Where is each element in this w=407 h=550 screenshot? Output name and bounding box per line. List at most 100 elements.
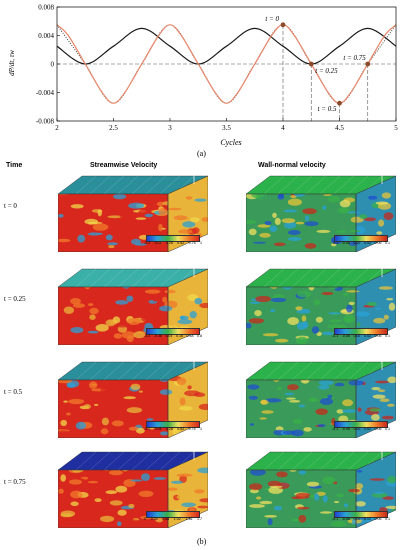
marker-point-1	[308, 61, 314, 67]
colorbar-tick-label: 0.1	[384, 241, 390, 245]
colorbar-tick-label: 0.02	[353, 427, 361, 431]
colorbar-tick-label: 0.68	[162, 517, 170, 521]
wall-colorbar-ticks-3: -0.1 -0.06 0.02 0.02 0.06 0.1	[332, 517, 390, 521]
stream-box-0	[57, 172, 209, 257]
time-label-1: t = 0.25	[4, 295, 26, 303]
colorbar-tick-label: -0.1	[332, 427, 339, 431]
colorbar-tick-label: 0.06	[374, 334, 382, 338]
tick-labels: 2 2.5 3 3.5 4 4.5 5 0.008 0.004 0 -0.004 -0.008	[36, 4, 398, 133]
colorbar-tick-label: -0.2	[144, 334, 151, 338]
y-tick-label-4: -0.008	[36, 118, 55, 126]
stream-colorbar-2	[146, 421, 200, 428]
wall-colorbar-3	[334, 511, 388, 518]
colorbar-tick-label: -0.2	[144, 427, 151, 431]
colorbar-tick-label: 0.04	[154, 241, 162, 245]
stream-colorbar-ticks-3: 0 0.34 0.68 1.02 1.36 1.7	[144, 517, 202, 521]
wall-colorbar-2	[334, 421, 388, 428]
marker-point-0	[280, 22, 286, 28]
colorbar-tick-label: 0.02	[363, 427, 371, 431]
colorbar-tick-label: -0.06	[341, 517, 350, 521]
y-tick-label-0: 0.008	[38, 4, 54, 12]
colorbar-tick-label: 0.1	[384, 427, 390, 431]
wall-colorbar-0	[334, 235, 388, 242]
colorbar-tick-label: 0.1	[384, 334, 390, 338]
colorbar-tick-label: 0.02	[363, 334, 371, 338]
colorbar-tick-label: 0.06	[374, 427, 382, 431]
wall-colorbar-ticks-0: -0.1 -0.06 0.02 0.02 0.06 0.1	[332, 241, 390, 245]
panel-a-label: (a)	[197, 149, 206, 158]
time-label-3: t = 0.75	[4, 478, 26, 486]
colorbar-tick-label: 0.06	[374, 517, 382, 521]
y-tick-label-1: 0.004	[38, 32, 54, 40]
marker-label-0: t = 0	[265, 15, 279, 23]
time-label-0: t = 0	[4, 202, 17, 210]
colorbar-tick-label: 0.76	[188, 241, 196, 245]
stream-colorbar-ticks-2: -0.2 0.04 0.28 0.52 0.76 1	[144, 427, 202, 431]
wall-box-0	[245, 172, 397, 257]
streamwise-header: Streamwise Velocity	[90, 162, 158, 169]
marker-label-2: t = 0.5	[318, 105, 337, 113]
wallnormal-header: Wall-normal velocity	[258, 162, 326, 169]
line-chart: t = 0 t = 0.25 t = 0.5 t = 0.75 2 2.5 3 3.5 4 4.…	[8, 4, 398, 148]
y-tick-label-2: 0	[51, 61, 55, 69]
colorbar-tick-label: 0	[144, 517, 146, 521]
x-tick-label-4: 4	[281, 124, 285, 132]
colorbar-tick-label: 0.02	[363, 517, 371, 521]
stream-colorbar-0	[146, 235, 200, 242]
x-tick-label-2: 3	[168, 124, 172, 132]
wall-box-1	[245, 265, 397, 350]
colorbar-tick-label: 0.1	[384, 517, 390, 521]
stream-colorbar-ticks-1: -0.2 -0.36 0.04 0.16 0.48 0.8	[144, 334, 202, 338]
colorbar-tick-label: -0.06	[341, 334, 350, 338]
marker-point-2	[337, 100, 342, 106]
wall-box-3	[245, 448, 397, 533]
marker-point-3	[365, 61, 371, 67]
panel-b-label: (b)	[197, 537, 207, 546]
colorbar-tick-label: -0.1	[332, 334, 339, 338]
colorbar-tick-label: 1	[200, 427, 202, 431]
colorbar-tick-label: 0.02	[363, 241, 371, 245]
y-tick-label-3: -0.004	[36, 89, 55, 97]
x-tick-label-3: 3.5	[222, 124, 231, 132]
stream-colorbar-3	[146, 511, 200, 518]
y-axis-label: dP/dt, τw	[8, 50, 16, 76]
colorbar-tick-label: 0.48	[186, 334, 194, 338]
colorbar-tick-label: 0.06	[374, 241, 382, 245]
wall-box-2	[245, 358, 397, 443]
colorbar-tick-label: 0.16	[175, 334, 183, 338]
time-header: Time	[6, 162, 23, 169]
marker-label-1: t = 0.25	[315, 67, 338, 75]
x-tick-label-1: 2.5	[109, 124, 118, 132]
colorbar-tick-label: 0.04	[165, 334, 173, 338]
colorbar-tick-label: -0.1	[332, 517, 339, 521]
wall-colorbar-1	[334, 328, 388, 335]
colorbar-tick-label: -0.06	[341, 427, 350, 431]
wall-colorbar-ticks-2: -0.1 -0.06 0.02 0.02 0.06 0.1	[332, 427, 390, 431]
markers: t = 0 t = 0.25 t = 0.5 t = 0.75	[265, 15, 371, 113]
colorbar-tick-label: 0.02	[353, 334, 361, 338]
colorbar-tick-label: 0.52	[177, 427, 185, 431]
time-label-2: t = 0.5	[4, 388, 23, 396]
colorbar-tick-label: -0.36	[153, 334, 162, 338]
colorbar-tick-label: -0.06	[341, 241, 350, 245]
colorbar-tick-label: 0.04	[154, 427, 162, 431]
colorbar-tick-label: 1.02	[173, 517, 181, 521]
series-line-0	[56, 27, 397, 65]
x-tick-label-0: 2	[55, 124, 59, 132]
colorbar-tick-label: 0.8	[196, 334, 202, 338]
colorbar-tick-label: 0.34	[150, 517, 158, 521]
colorbar-tick-label: -0.2	[144, 241, 151, 245]
colorbar-tick-label: 1.7	[196, 517, 202, 521]
colorbar-tick-label: 0.28	[165, 427, 173, 431]
x-axis-label: Cycles	[220, 138, 241, 147]
x-tick-label-5: 4.5	[335, 124, 344, 132]
colorbar-tick-label: 0.02	[353, 241, 361, 245]
stream-colorbar-ticks-0: -0.2 0.04 0.28 0.52 0.76 1	[144, 241, 202, 245]
colorbar-tick-label: -0.1	[332, 241, 339, 245]
axis-frame	[56, 6, 397, 122]
colorbar-tick-label: 1	[200, 241, 202, 245]
colorbar-tick-label: 0.76	[188, 427, 196, 431]
gridlines	[57, 24, 396, 121]
x-tick-label-6: 5	[394, 124, 398, 132]
colorbar-tick-label: 1.36	[185, 517, 193, 521]
